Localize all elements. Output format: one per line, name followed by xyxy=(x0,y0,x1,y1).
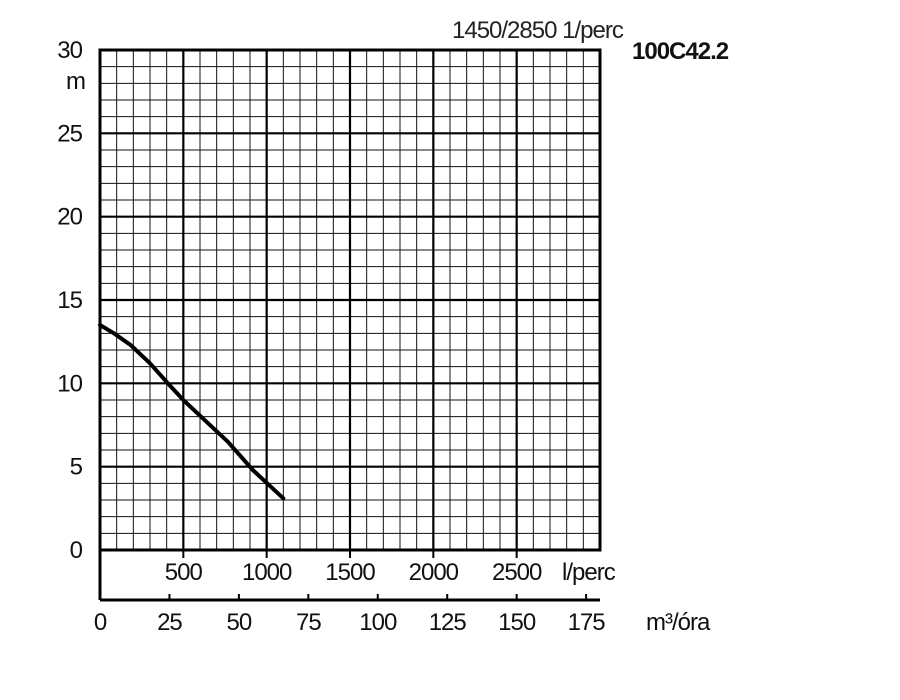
lps-tick-label: 1500 xyxy=(325,559,375,586)
lps-tick-labels: 500 1000 1500 2000 2500 xyxy=(165,559,543,586)
major-grid xyxy=(100,50,600,550)
y-tick-label: 5 xyxy=(70,454,83,481)
y-tick-label: 20 xyxy=(57,204,82,231)
pump-curve-line xyxy=(98,323,286,501)
y-tick-label: 15 xyxy=(57,287,82,314)
m3h-tick-label: 50 xyxy=(227,609,252,636)
m3h-tick-label: 100 xyxy=(359,609,397,636)
lps-unit-label: l/perc xyxy=(562,559,616,586)
m3h-unit-label: m³/óra xyxy=(646,609,711,636)
m3h-tick-label: 25 xyxy=(157,609,182,636)
model-label: 100C42.2 xyxy=(632,38,729,65)
y-tick-label: 10 xyxy=(57,370,82,397)
y-tick-labels: 0 5 10 15 20 25 30 xyxy=(57,37,83,564)
y-tick-label: 30 xyxy=(57,37,82,64)
y-tick-label: 25 xyxy=(57,120,82,147)
y-tick-label: 0 xyxy=(70,537,83,564)
lps-tick-label: 500 xyxy=(165,559,203,586)
lps-tick-label: 2500 xyxy=(492,559,542,586)
lps-tick-label: 2000 xyxy=(409,559,459,586)
curve-layer xyxy=(98,323,286,501)
m3h-tick-label: 125 xyxy=(429,609,467,636)
m3h-tick-labels: 0 25 50 75 100 125 150 175 xyxy=(94,609,606,636)
m3h-tick-label: 150 xyxy=(498,609,536,636)
y-axis-unit: m xyxy=(66,68,85,95)
m3h-tick-label: 75 xyxy=(296,609,321,636)
m3h-tick-label: 175 xyxy=(568,609,606,636)
lps-tick-label: 1000 xyxy=(242,559,292,586)
speed-title: 1450/2850 1/perc xyxy=(452,17,624,44)
m3h-tick-label: 0 xyxy=(94,609,107,636)
plot-frame xyxy=(98,48,602,602)
